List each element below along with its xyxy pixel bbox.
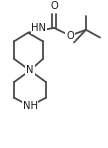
Text: NH: NH (22, 101, 37, 111)
Text: N: N (26, 66, 34, 75)
Text: O: O (50, 1, 58, 11)
Text: O: O (66, 31, 74, 41)
Text: HN: HN (32, 23, 47, 33)
